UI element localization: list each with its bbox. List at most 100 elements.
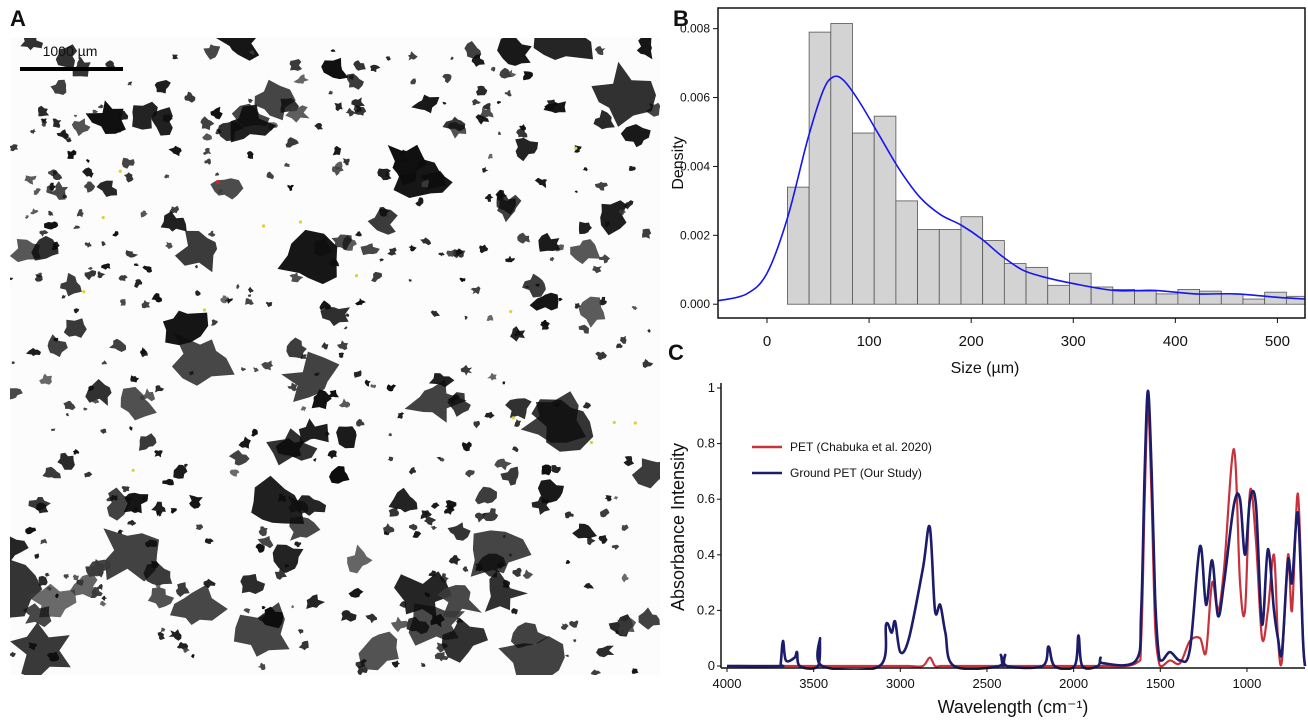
particle — [106, 487, 133, 521]
particle — [574, 190, 579, 194]
panel-label: C — [668, 340, 684, 365]
particle — [351, 97, 365, 110]
particle — [631, 306, 638, 311]
particle — [30, 208, 39, 215]
particle — [645, 102, 660, 117]
particle — [399, 158, 408, 164]
particle — [500, 466, 519, 486]
particle — [505, 255, 515, 263]
particle — [502, 381, 506, 385]
particle — [436, 456, 441, 460]
particle — [387, 456, 394, 462]
particle — [236, 284, 240, 289]
particle — [285, 105, 310, 123]
particle — [39, 373, 52, 385]
particle — [452, 248, 463, 259]
scale-bar — [20, 67, 123, 71]
particle — [383, 531, 390, 536]
particle — [377, 168, 392, 181]
particle — [560, 623, 569, 630]
x-tick-label: 3000 — [886, 676, 915, 691]
particle — [371, 271, 383, 283]
particle-dot — [202, 308, 207, 312]
particle — [486, 314, 494, 321]
particle — [119, 299, 126, 306]
x-tick-label: 2500 — [973, 676, 1002, 691]
particle — [97, 271, 106, 279]
particle — [38, 575, 48, 587]
particle — [258, 526, 268, 537]
particle — [286, 337, 307, 359]
particle — [386, 384, 396, 392]
particle — [124, 172, 134, 183]
particle — [265, 301, 273, 308]
particle — [26, 347, 41, 357]
particle — [65, 412, 70, 417]
particle — [619, 335, 627, 344]
particle — [544, 99, 559, 111]
particle — [360, 243, 380, 256]
particle — [200, 116, 215, 131]
particle — [620, 124, 651, 148]
particle — [202, 133, 212, 141]
particle — [341, 610, 357, 622]
particle — [460, 364, 473, 376]
particle — [142, 265, 153, 273]
particle — [400, 149, 407, 156]
particle — [343, 158, 350, 166]
y-axis-label: Absorbance Intensity — [668, 443, 688, 611]
particle — [257, 535, 274, 549]
histogram-bar — [895, 200, 918, 305]
particle — [388, 506, 399, 517]
particle — [45, 572, 50, 577]
particle — [47, 169, 58, 177]
particle — [92, 109, 99, 114]
particle — [162, 478, 174, 486]
particle — [151, 293, 162, 303]
particle-dot — [261, 224, 266, 228]
particle — [228, 449, 250, 466]
particle — [216, 38, 260, 61]
particle — [487, 372, 497, 381]
particle — [67, 149, 77, 159]
particle — [496, 191, 516, 215]
particle — [484, 193, 494, 202]
particle — [46, 185, 54, 194]
particle — [138, 433, 157, 451]
particle — [514, 419, 522, 427]
particle — [160, 627, 166, 633]
particle — [85, 100, 126, 134]
particle — [131, 507, 139, 513]
particle — [96, 180, 118, 197]
particle — [450, 56, 454, 61]
particle — [475, 486, 497, 505]
particle — [618, 208, 626, 216]
histogram-bar — [808, 31, 832, 305]
x-tick-label: 100 — [857, 333, 882, 350]
particle — [10, 622, 71, 675]
particle — [332, 145, 342, 156]
particle — [617, 618, 637, 636]
particle — [84, 471, 93, 478]
particle — [496, 101, 502, 105]
particle — [355, 298, 366, 306]
particle — [353, 60, 366, 71]
histogram-bar — [1069, 272, 1092, 305]
particle — [616, 343, 623, 349]
particle — [522, 273, 546, 298]
particle — [274, 567, 287, 580]
x-tick-label: 500 — [1265, 333, 1290, 350]
particle — [594, 181, 608, 191]
particle — [572, 523, 597, 539]
particle — [538, 232, 561, 252]
particle-dot — [354, 274, 359, 278]
particle — [51, 428, 56, 432]
particle — [240, 367, 247, 372]
particle — [420, 510, 432, 520]
particle — [598, 535, 608, 544]
particle — [10, 651, 16, 658]
particle — [331, 166, 344, 176]
particle — [513, 329, 523, 337]
particle — [549, 256, 555, 262]
particle-dot — [118, 169, 122, 173]
